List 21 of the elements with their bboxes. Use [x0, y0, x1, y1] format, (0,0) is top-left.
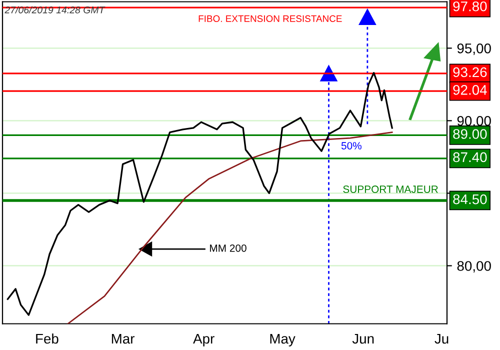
y-tick-label: 80,00	[457, 261, 491, 273]
x-tick-label: Ju	[434, 334, 448, 344]
line-series	[67, 132, 393, 324]
x-tick-label: Jun	[352, 334, 374, 344]
y-tick-label: 95,00	[457, 44, 491, 55]
ref-line-label: 93.26	[453, 67, 487, 78]
annotation: SUPPORT MAJEUR	[343, 186, 438, 193]
ref-line-label: 89.00	[453, 129, 487, 139]
line-series	[6, 72, 393, 316]
y-tick-label: 90,00	[457, 116, 491, 128]
x-tick-label: May	[270, 334, 296, 346]
x-tick-label: Mar	[112, 334, 135, 344]
ref-line-label: 87.40	[453, 152, 487, 162]
x-tick-label: Apr	[193, 334, 214, 346]
ref-line-label: 97.80	[453, 1, 487, 12]
annotation: 50%	[341, 142, 362, 150]
ref-line-label: 84.50	[453, 194, 487, 204]
annotation: MM 200	[210, 244, 246, 252]
x-tick-label: Feb	[36, 333, 58, 344]
ref-line-label: 92.04	[453, 84, 487, 95]
annotation: FIBO. EXTENSION RESISTANCE	[198, 15, 342, 22]
